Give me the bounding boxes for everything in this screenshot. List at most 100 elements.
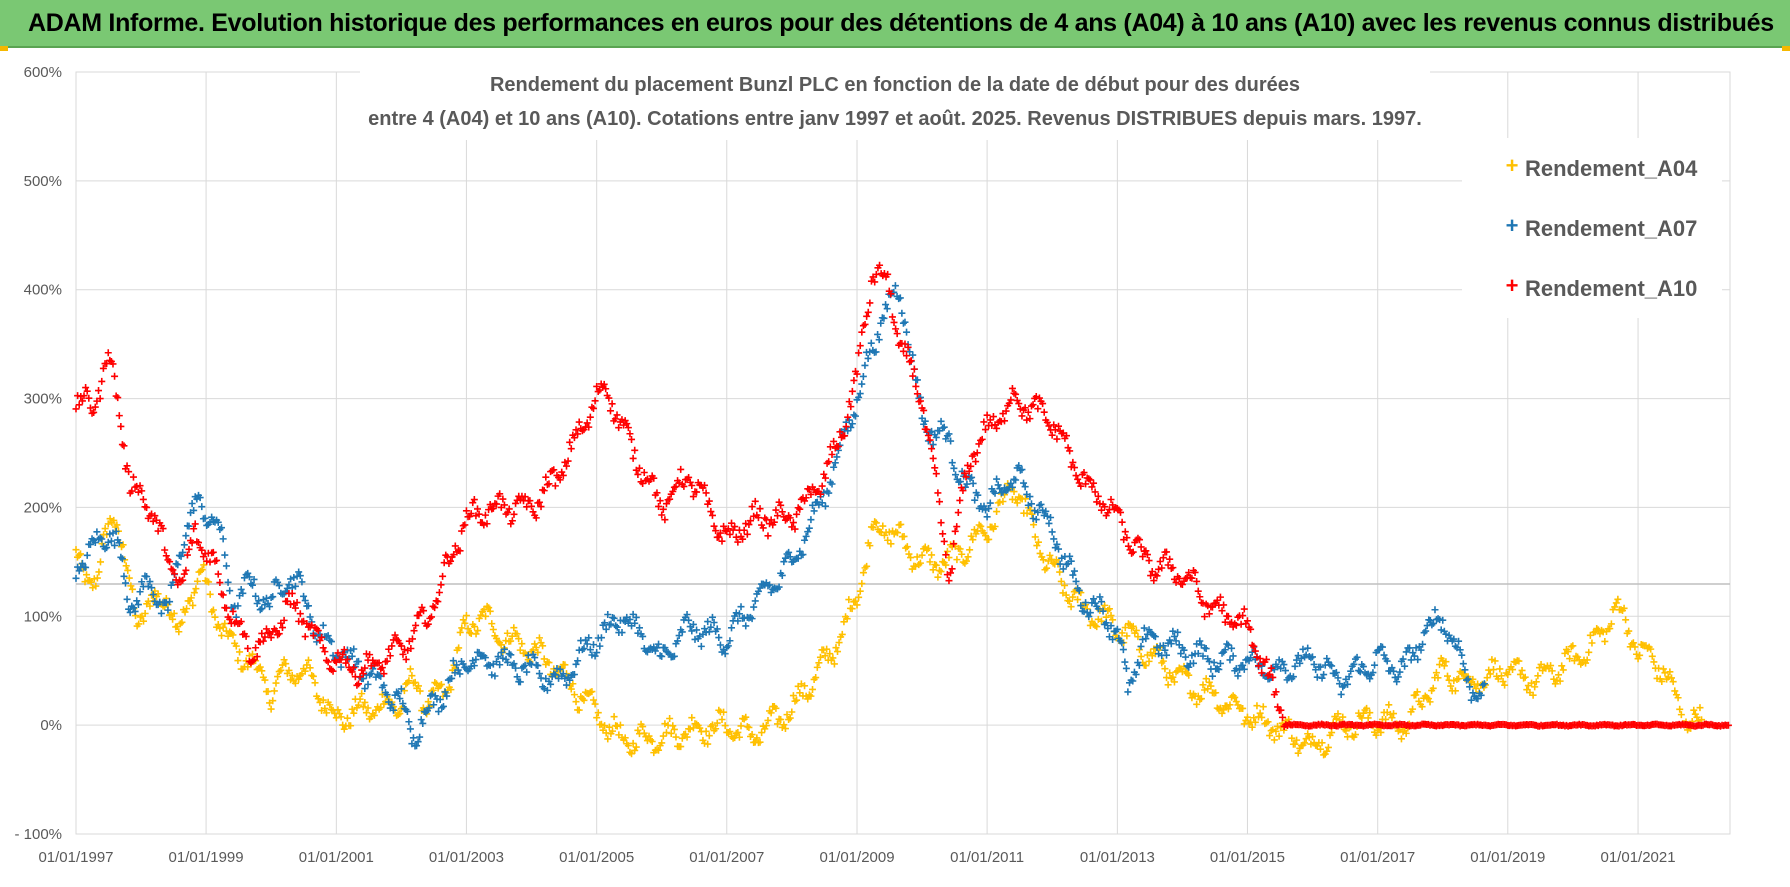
data-point — [861, 361, 869, 369]
data-point — [1674, 694, 1682, 702]
data-point — [1029, 514, 1037, 522]
data-point — [414, 682, 422, 690]
data-point — [1042, 507, 1050, 515]
data-point — [378, 664, 386, 672]
data-point — [313, 638, 321, 646]
data-point — [1161, 665, 1169, 673]
data-point — [743, 723, 751, 731]
data-point — [1193, 700, 1201, 708]
data-point — [361, 664, 369, 672]
data-point — [593, 714, 601, 722]
data-point — [1029, 401, 1037, 409]
data-point — [323, 656, 331, 664]
data-point — [572, 426, 580, 434]
data-point — [1240, 665, 1248, 673]
data-point — [112, 527, 120, 535]
data-point — [1229, 652, 1237, 660]
data-point — [278, 624, 286, 632]
data-point — [386, 652, 394, 660]
data-point — [1666, 668, 1674, 676]
data-point — [1228, 644, 1236, 652]
data-point — [1094, 492, 1102, 500]
data-point — [545, 480, 553, 488]
data-point — [591, 652, 599, 660]
data-point — [1566, 655, 1574, 663]
data-point — [364, 680, 372, 688]
data-point — [903, 352, 911, 360]
data-point — [689, 724, 697, 732]
data-point — [903, 543, 911, 551]
data-point — [216, 579, 224, 587]
data-point — [602, 625, 610, 633]
data-point — [715, 533, 723, 541]
data-point — [1442, 630, 1450, 638]
x-tick-label: 01/01/1999 — [169, 849, 244, 866]
data-point — [1158, 564, 1166, 572]
data-point — [943, 547, 951, 555]
data-point — [106, 515, 114, 523]
data-point — [718, 716, 726, 723]
data-point — [982, 532, 990, 540]
data-point — [1189, 659, 1197, 667]
data-point — [823, 645, 831, 653]
data-point — [123, 462, 131, 470]
data-point — [1316, 745, 1324, 753]
data-point — [1208, 672, 1216, 680]
data-point — [793, 696, 801, 704]
data-point — [1010, 488, 1018, 496]
data-point — [1432, 669, 1440, 677]
data-point — [825, 489, 833, 497]
data-point — [226, 615, 234, 623]
data-point — [189, 601, 197, 609]
data-point — [123, 595, 131, 603]
data-point — [1134, 633, 1142, 641]
data-point — [319, 644, 327, 652]
x-tick-label: 01/01/2017 — [1340, 849, 1415, 866]
data-point — [1417, 646, 1425, 654]
data-point — [1296, 659, 1304, 667]
data-point — [974, 491, 982, 499]
data-point — [470, 496, 478, 504]
data-point — [861, 320, 869, 328]
data-point — [912, 382, 920, 390]
data-point — [1039, 556, 1047, 564]
data-point — [491, 672, 499, 680]
data-point — [999, 498, 1007, 506]
data-point — [610, 614, 618, 622]
data-point — [1172, 637, 1180, 645]
data-point — [342, 659, 350, 667]
data-point — [793, 510, 801, 518]
data-point — [712, 527, 720, 535]
data-point — [1105, 605, 1113, 613]
data-point — [1074, 596, 1082, 604]
data-point — [149, 591, 157, 599]
data-point — [829, 654, 837, 662]
data-point — [720, 708, 728, 716]
data-point — [474, 627, 482, 635]
data-point — [689, 493, 697, 501]
data-point — [1489, 666, 1497, 674]
data-point — [781, 725, 789, 733]
data-point — [1380, 651, 1388, 659]
data-point — [323, 709, 331, 717]
data-point — [545, 659, 553, 667]
data-point — [858, 380, 866, 388]
data-point — [437, 680, 445, 688]
data-point — [809, 685, 817, 693]
data-point — [318, 633, 326, 641]
data-point — [288, 671, 296, 679]
data-point — [956, 478, 964, 486]
data-point — [1696, 704, 1704, 712]
data-point — [334, 649, 342, 657]
data-point — [1301, 739, 1309, 747]
data-point — [361, 698, 369, 706]
data-point — [507, 637, 515, 645]
data-point — [835, 639, 843, 647]
data-point — [1256, 709, 1264, 717]
data-point — [377, 704, 385, 712]
data-point — [693, 626, 701, 634]
data-point — [656, 497, 664, 505]
data-point — [1024, 408, 1032, 416]
data-point — [631, 619, 639, 627]
data-point — [222, 562, 230, 570]
